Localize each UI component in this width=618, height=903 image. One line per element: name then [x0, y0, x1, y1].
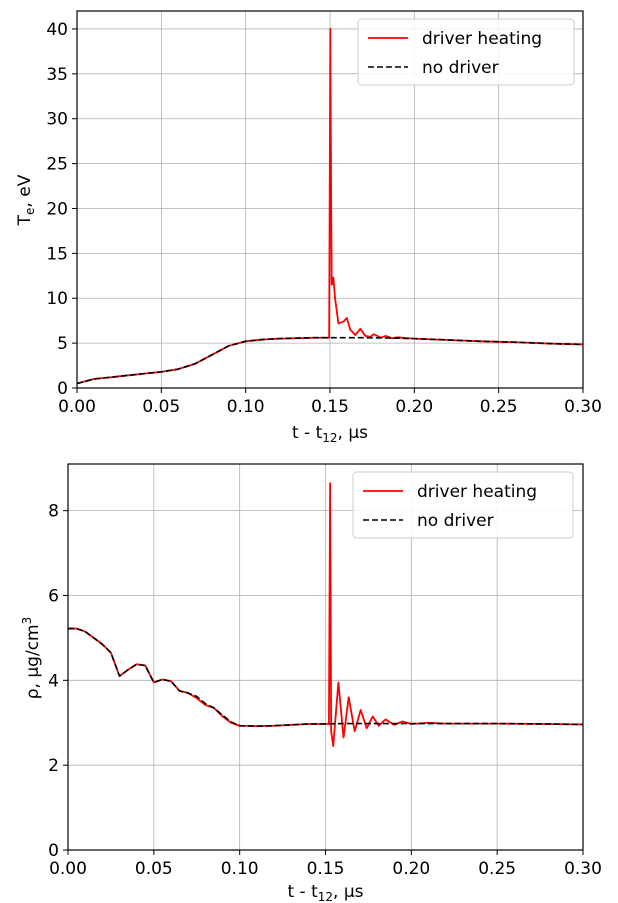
y-axis-label-unit: , eV [15, 174, 35, 207]
x-tick-label: 0.00 [49, 859, 87, 879]
y-axis-label-superscript: 3 [20, 617, 34, 625]
y-tick-label: 15 [46, 244, 68, 264]
y-tick-label: 5 [57, 334, 68, 354]
x-tick-label: 0.20 [392, 859, 430, 879]
x-tick-label: 0.30 [564, 859, 602, 879]
y-tick-label: 6 [48, 586, 59, 606]
x-axis-label-subscript: 12 [322, 431, 337, 445]
legend-label: no driver [422, 58, 499, 78]
y-tick-label: 8 [48, 502, 59, 522]
y-tick-label: 10 [46, 289, 68, 309]
x-axis-label-main: t - t [292, 423, 323, 443]
legend-label: no driver [417, 511, 494, 531]
chart-panel-2: 0.00 0.05 0.10 0.15 0.20 0.25 0.30 0 2 4 6 8 t - t12… [20, 463, 602, 903]
y-tick-label: 0 [57, 379, 68, 399]
x-tick-label: 0.15 [311, 397, 349, 417]
x-tick-label: 0.10 [221, 859, 259, 879]
y-axis-label-main: T [15, 214, 35, 226]
chart-panel-1: 0.00 0.05 0.10 0.15 0.20 0.25 0.30 0 5 10 15 20 25 30… [15, 10, 602, 445]
series-line-driver-heating [77, 28, 583, 385]
x-axis-label-unit: , μs [333, 882, 364, 902]
x-tick-label: 0.30 [564, 397, 602, 417]
legend-label: driver heating [422, 29, 542, 49]
x-tick-label: 0.25 [480, 397, 518, 417]
x-axis-label-main: t - t [287, 882, 318, 902]
x-tick-label: 0.20 [395, 397, 433, 417]
y-axis-label-main: ρ, μg/cm [23, 624, 43, 699]
series-line-no-driver [77, 336, 583, 385]
y-tick-label: 25 [46, 155, 68, 175]
x-tick-label: 0.10 [227, 397, 265, 417]
y-tick-label: 40 [46, 20, 68, 40]
x-axis-label-subscript: 12 [318, 890, 333, 903]
x-axis-label: t - t12, μs [292, 423, 368, 445]
y-tick-label: 0 [48, 841, 59, 861]
y-tick-label: 4 [48, 671, 59, 691]
x-tick-label: 0.00 [58, 397, 96, 417]
x-tick-label: 0.15 [307, 859, 345, 879]
x-tick-label: 0.25 [478, 859, 516, 879]
y-tick-label: 20 [46, 199, 68, 219]
y-tick-label: 2 [48, 756, 59, 776]
y-axis-label: ρ, μg/cm3 [20, 617, 43, 699]
legend: driver heating no driver [352, 471, 574, 539]
legend-box [357, 18, 575, 86]
x-axis-label: t - t12, μs [287, 882, 363, 903]
plot-frame [76, 10, 584, 389]
legend-box [352, 471, 574, 539]
legend: driver heating no driver [357, 18, 575, 86]
y-axis-label-subscript: e [23, 208, 37, 215]
plot-frame [67, 463, 584, 851]
x-tick-label: 0.05 [135, 859, 173, 879]
legend-label: driver heating [417, 482, 537, 502]
y-tick-label: 30 [46, 110, 68, 130]
y-axis-label: Te, eV [15, 174, 37, 226]
x-tick-label: 0.05 [142, 397, 180, 417]
y-tick-label: 35 [46, 65, 68, 85]
series-line-no-driver [68, 627, 583, 727]
x-axis-label-unit: , μs [338, 423, 369, 443]
